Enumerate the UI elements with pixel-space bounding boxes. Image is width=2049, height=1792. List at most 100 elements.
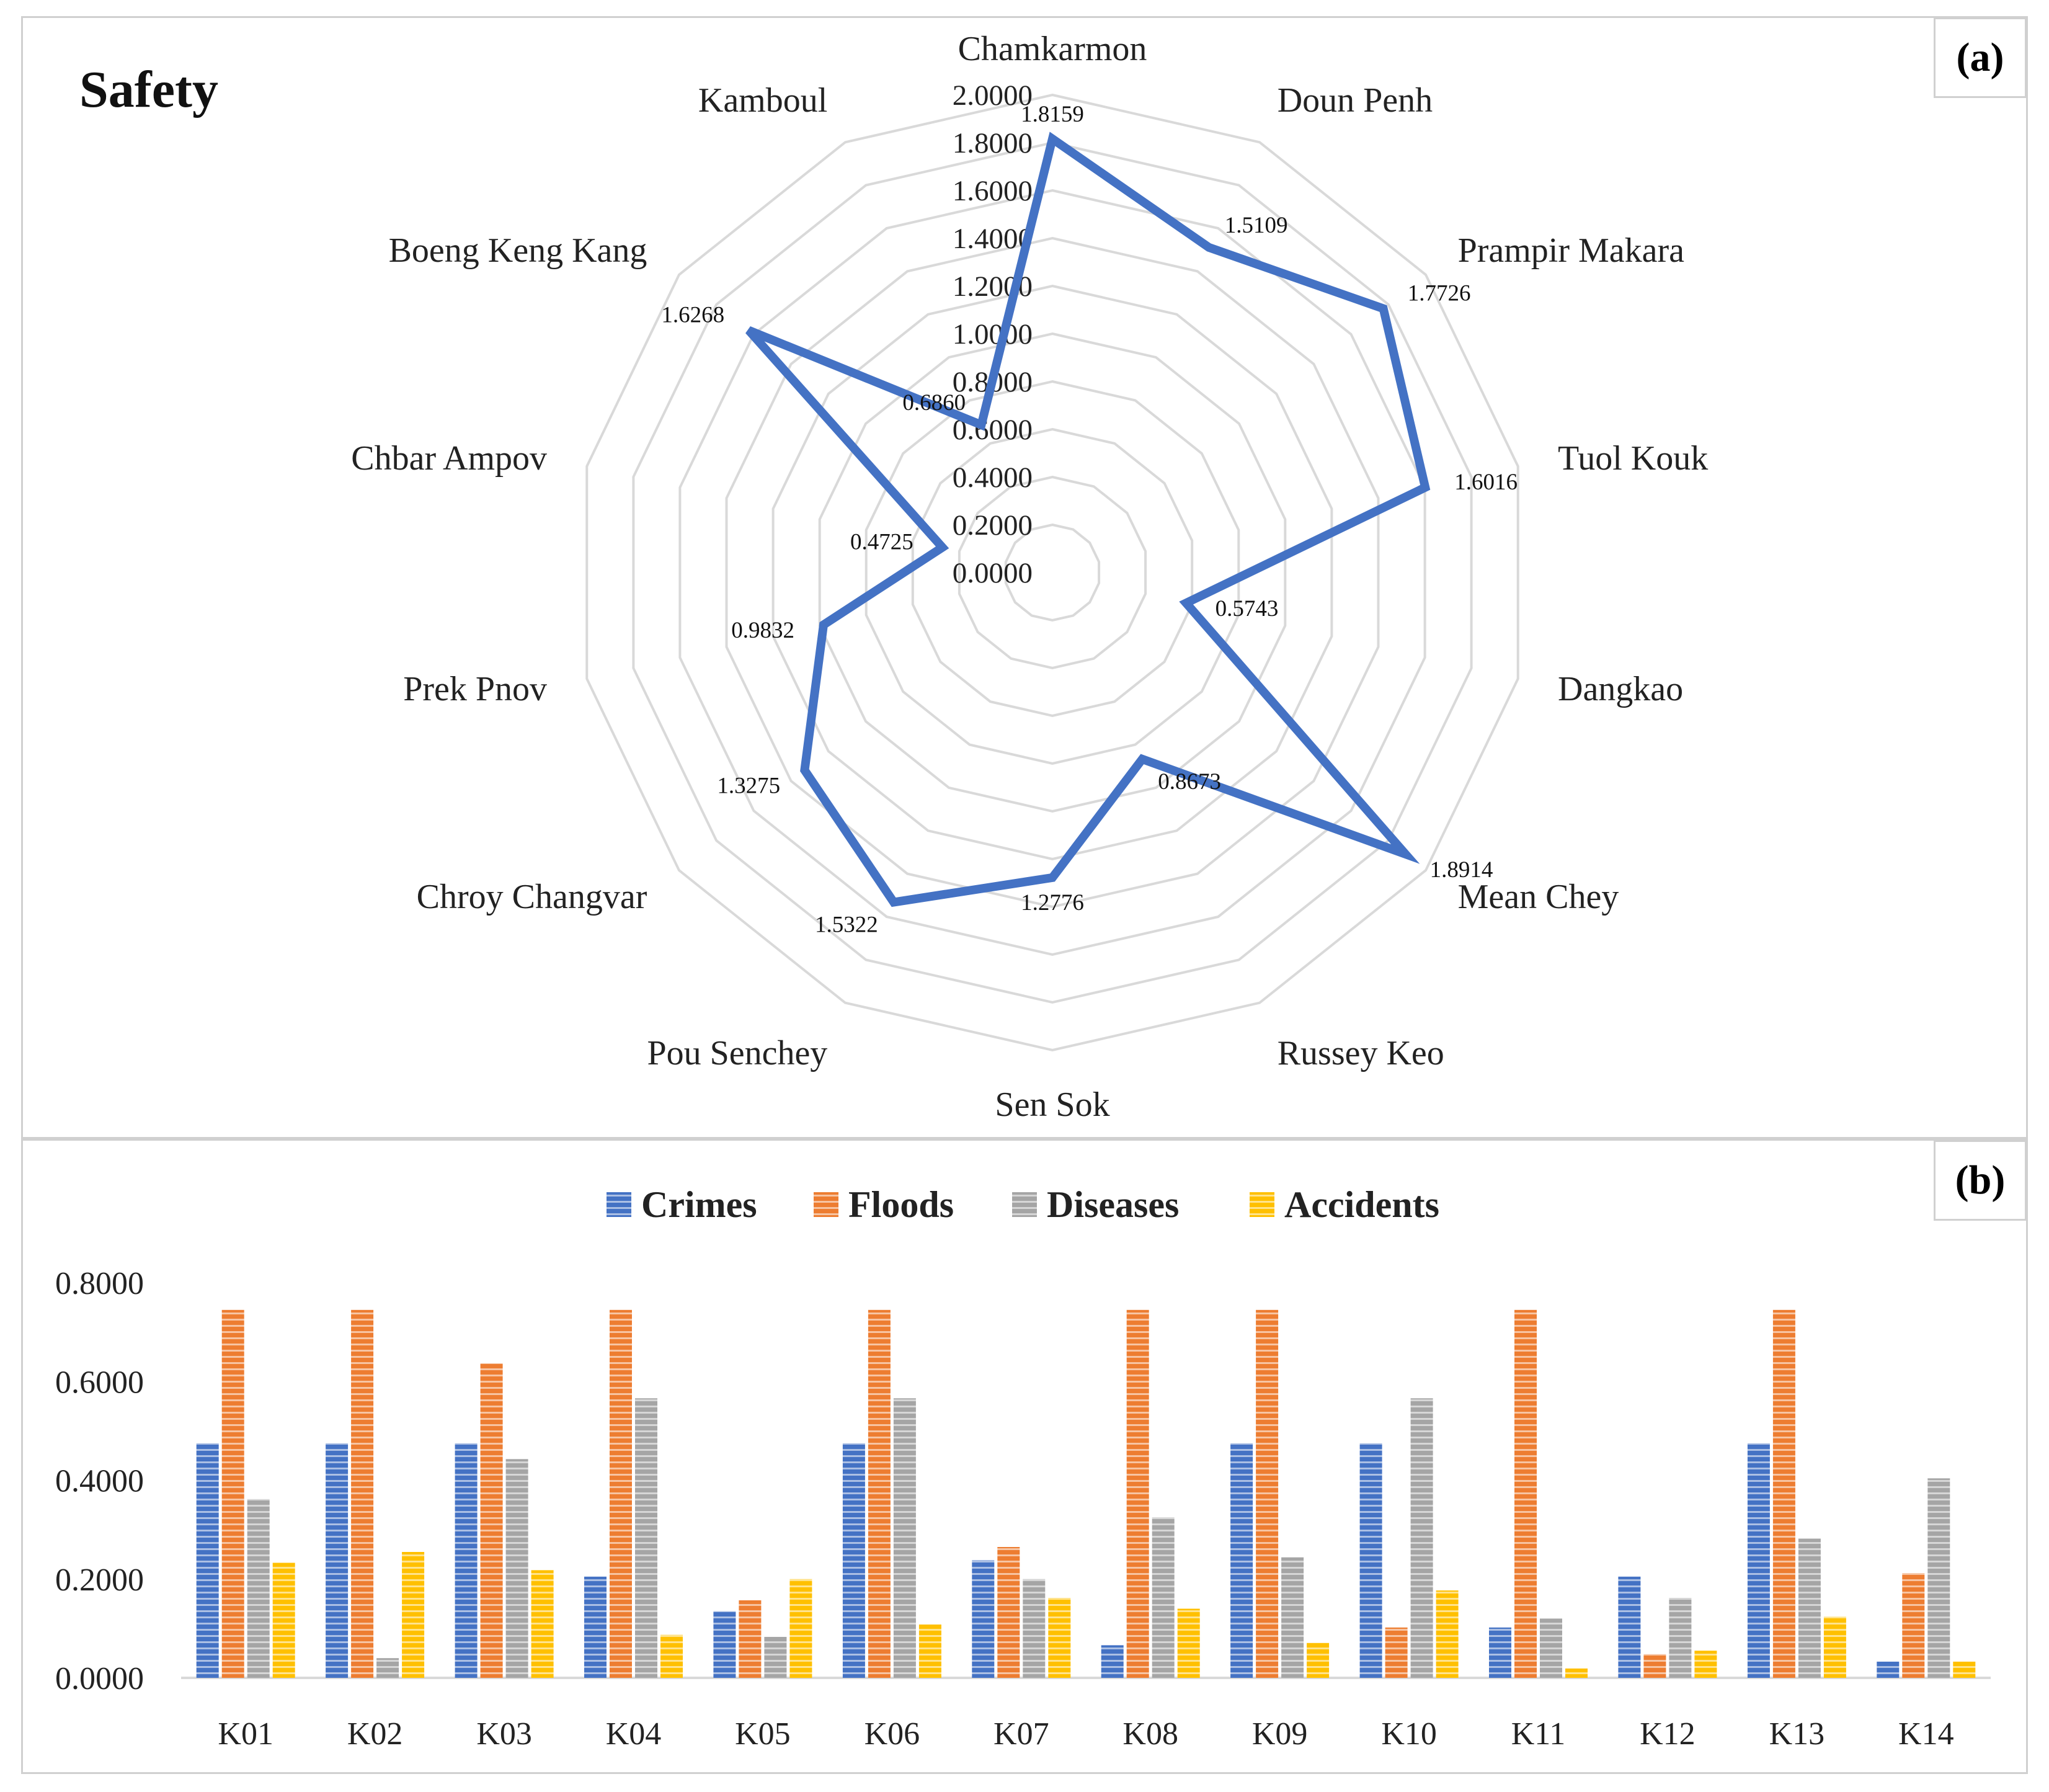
radar-value-label: 1.5322 — [815, 912, 878, 938]
bar-x-tick-label: K07 — [993, 1716, 1049, 1752]
bar-diseases — [764, 1636, 787, 1678]
legend-swatch-floods — [814, 1192, 838, 1217]
radar-value-label: 0.9832 — [731, 618, 794, 643]
bar-y-tick-label: 0.4000 — [55, 1464, 144, 1499]
radar-value-label: 1.6016 — [1454, 470, 1518, 495]
radar-series — [745, 132, 1431, 907]
radar-value-label: 1.3275 — [717, 773, 780, 799]
panel-b-tag: (b) — [1934, 1140, 2027, 1221]
radar-value-label: 1.6268 — [661, 303, 724, 328]
radar-tick-label: 2.0000 — [953, 79, 1033, 112]
radar-tick-label: 1.4000 — [953, 223, 1033, 255]
bar-crimes — [1747, 1443, 1770, 1678]
bar-floods — [221, 1309, 244, 1678]
bar-floods — [1514, 1309, 1537, 1678]
bar-x-tick-label: K02 — [347, 1716, 403, 1752]
radar-category-labels: Chamkarmon Doun Penh Prampir Makara Tuol Ko… — [351, 30, 1708, 1124]
bar-diseases — [1798, 1538, 1821, 1678]
radar-value-label: 0.4725 — [850, 530, 913, 555]
radar-value-label: 1.8914 — [1430, 857, 1493, 883]
bar-x-tick-label: K09 — [1252, 1716, 1308, 1752]
bar-crimes — [972, 1560, 995, 1678]
radar-category-label: Chbar Ampov — [351, 439, 547, 478]
bar-crimes — [842, 1443, 865, 1678]
radar-tick-label: 0.0000 — [953, 557, 1033, 589]
bar-floods — [868, 1309, 891, 1678]
radar-category-label: Tuol Kouk — [1558, 439, 1708, 478]
radar-grid-ring — [1004, 523, 1101, 622]
bar-crimes — [1359, 1443, 1382, 1678]
legend-label-accidents: Accidents — [1284, 1184, 1439, 1225]
bar-crimes — [455, 1443, 478, 1678]
bar-accidents — [1177, 1608, 1200, 1678]
panel-a — [21, 16, 2028, 1139]
radar-grid-ring — [678, 189, 1426, 956]
bar-crimes — [713, 1611, 736, 1678]
bar-accidents — [1565, 1668, 1588, 1678]
bar-diseases — [1152, 1517, 1175, 1678]
radar-value-label: 1.7726 — [1408, 281, 1471, 306]
bar-accidents — [918, 1625, 941, 1678]
radar-grid-ring — [818, 332, 1287, 813]
bar-y-tick-label: 0.2000 — [55, 1562, 144, 1598]
radar-category-label: Prek Pnov — [403, 670, 547, 708]
legend-swatch-accidents — [1250, 1192, 1274, 1217]
radar-tick-label: 0.4000 — [953, 461, 1033, 494]
bar-floods — [1126, 1309, 1149, 1678]
bar-floods — [1902, 1573, 1925, 1678]
radar-value-label: 0.8673 — [1158, 769, 1221, 795]
bar-x-tick-label: K13 — [1769, 1716, 1825, 1752]
bar-accidents — [1953, 1661, 1976, 1678]
radar-category-label: Mean Chey — [1458, 878, 1619, 916]
radar-category-label: Kamboul — [698, 81, 827, 120]
radar-grid-ring — [725, 236, 1380, 909]
radar-value-label: 1.5109 — [1225, 213, 1288, 238]
radar-value-label: 0.5743 — [1216, 596, 1279, 622]
radar-value-label: 1.2776 — [1021, 890, 1084, 916]
bar-diseases — [1927, 1478, 1950, 1678]
radar-title: Safety — [79, 61, 218, 118]
radar-value-label: 1.8159 — [1021, 102, 1084, 127]
bar-accidents — [1048, 1598, 1071, 1678]
radar-category-label: Boeng Keng Kang — [389, 231, 647, 270]
bar-diseases — [1669, 1598, 1692, 1678]
bar-legend: Crimes Floods Diseases Accidents — [607, 1184, 1439, 1225]
bar-crimes — [1489, 1627, 1511, 1678]
bar-diseases — [376, 1658, 399, 1678]
radar-category-label: Chamkarmon — [958, 30, 1147, 68]
bar-crimes — [1618, 1576, 1641, 1678]
bar-accidents — [1694, 1651, 1717, 1678]
radar-category-label: Doun Penh — [1278, 81, 1433, 120]
bar-x-labels: K01 K02 K03 K04 K05 K06 K07 K08 K09 K10 K11 K12 K13 K… — [218, 1716, 1953, 1752]
bar-y-tick-label: 0.0000 — [55, 1661, 144, 1696]
legend-label-floods: Floods — [848, 1184, 954, 1225]
radar-grid-ring — [911, 427, 1194, 718]
bar-crimes — [196, 1443, 219, 1678]
radar-tick-label: 1.0000 — [953, 318, 1033, 350]
legend-swatch-diseases — [1012, 1192, 1037, 1217]
radar-category-label: Dangkao — [1558, 670, 1683, 708]
bar-x-tick-label: K11 — [1511, 1716, 1566, 1752]
bar-floods — [351, 1309, 374, 1678]
radar-value-label: 0.6860 — [902, 390, 966, 416]
legend-swatch-crimes — [607, 1192, 631, 1217]
bar-floods — [997, 1547, 1020, 1678]
bar-x-tick-label: K01 — [218, 1716, 273, 1752]
radar-value-labels: 1.8159 1.5109 1.7726 1.6016 0.5743 1.8914 0.86… — [661, 102, 1518, 938]
bar-diseases — [1281, 1557, 1304, 1678]
bar-crimes — [584, 1576, 607, 1678]
radar-category-label: Prampir Makara — [1458, 231, 1685, 270]
radar-radial-ticks: 0.00000.20000.40000.60000.80001.00001.20… — [953, 79, 1033, 589]
radar-category-label: Chroy Changvar — [417, 878, 647, 916]
bar-accidents — [1307, 1643, 1330, 1678]
radar-grid-ring — [632, 141, 1473, 1004]
bar-x-tick-label: K10 — [1381, 1716, 1437, 1752]
bar-accidents — [660, 1634, 683, 1678]
radar-grid-ring — [585, 93, 1519, 1052]
radar-tick-label: 1.6000 — [953, 175, 1033, 207]
bar-accidents — [1436, 1590, 1459, 1678]
radar-grid-ring — [771, 284, 1333, 861]
bar-floods — [480, 1363, 503, 1678]
bar-accidents — [402, 1552, 425, 1678]
